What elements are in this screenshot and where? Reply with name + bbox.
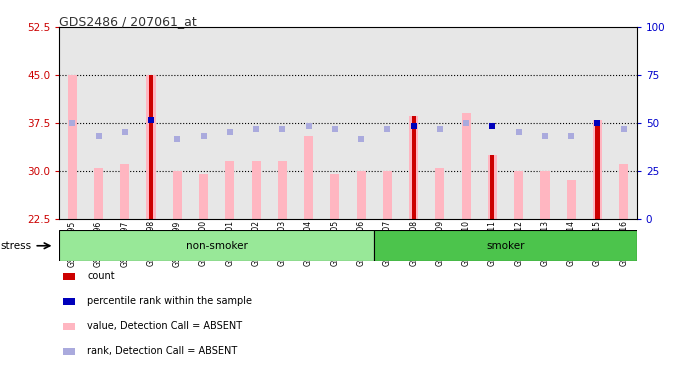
- Bar: [619, 164, 628, 219]
- Bar: [411, 116, 416, 219]
- Bar: [595, 120, 599, 219]
- Bar: [427, 27, 453, 219]
- Bar: [269, 27, 296, 219]
- Bar: [409, 116, 418, 219]
- Bar: [480, 27, 505, 219]
- Bar: [374, 230, 637, 261]
- Bar: [111, 27, 138, 219]
- Text: percentile rank within the sample: percentile rank within the sample: [87, 296, 252, 306]
- Bar: [356, 171, 365, 219]
- Bar: [400, 27, 427, 219]
- Bar: [146, 75, 156, 219]
- Bar: [593, 120, 602, 219]
- Bar: [461, 113, 470, 219]
- Text: non-smoker: non-smoker: [186, 241, 248, 251]
- Bar: [383, 171, 392, 219]
- Bar: [331, 174, 340, 219]
- Bar: [278, 161, 287, 219]
- Text: stress: stress: [0, 241, 31, 251]
- Bar: [322, 27, 348, 219]
- Bar: [558, 27, 585, 219]
- Bar: [59, 27, 86, 219]
- Bar: [540, 171, 550, 219]
- Bar: [491, 155, 494, 219]
- Bar: [567, 180, 576, 219]
- Bar: [191, 27, 216, 219]
- Bar: [296, 27, 322, 219]
- Bar: [199, 174, 208, 219]
- Bar: [86, 27, 111, 219]
- Bar: [59, 230, 374, 261]
- Bar: [149, 75, 153, 219]
- Bar: [251, 161, 261, 219]
- Bar: [216, 27, 243, 219]
- Bar: [435, 168, 445, 219]
- Bar: [514, 171, 523, 219]
- Text: smoker: smoker: [487, 241, 525, 251]
- Bar: [94, 168, 103, 219]
- Bar: [505, 27, 532, 219]
- Bar: [532, 27, 558, 219]
- Bar: [488, 155, 497, 219]
- Bar: [138, 27, 164, 219]
- Bar: [348, 27, 374, 219]
- Text: rank, Detection Call = ABSENT: rank, Detection Call = ABSENT: [87, 346, 237, 356]
- Bar: [120, 164, 129, 219]
- Bar: [173, 171, 182, 219]
- Bar: [453, 27, 480, 219]
- Text: count: count: [87, 271, 115, 281]
- Bar: [304, 136, 313, 219]
- Bar: [243, 27, 269, 219]
- Bar: [226, 161, 235, 219]
- Bar: [610, 27, 637, 219]
- Bar: [374, 27, 400, 219]
- Bar: [164, 27, 191, 219]
- Text: value, Detection Call = ABSENT: value, Detection Call = ABSENT: [87, 321, 242, 331]
- Bar: [585, 27, 610, 219]
- Text: GDS2486 / 207061_at: GDS2486 / 207061_at: [59, 15, 197, 28]
- Bar: [68, 75, 77, 219]
